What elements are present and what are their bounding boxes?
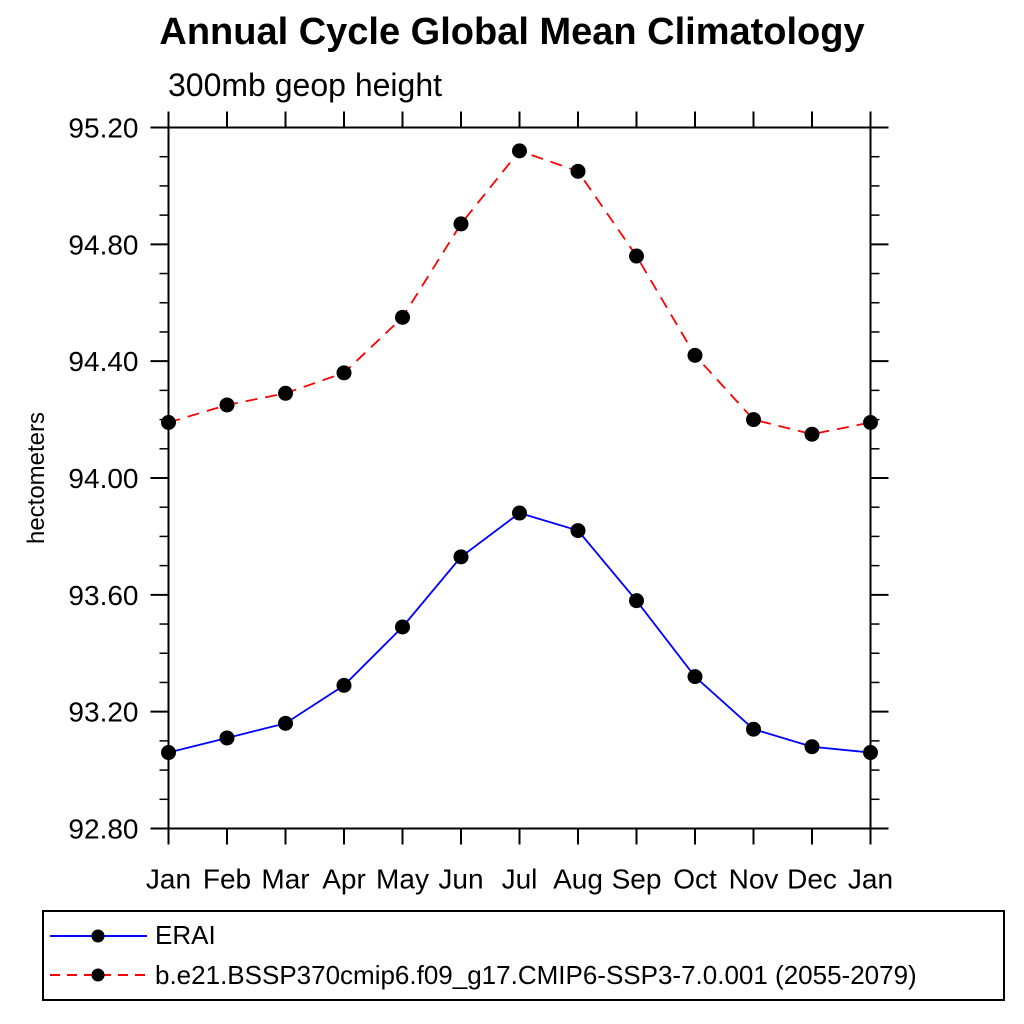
x-tick-label: Nov	[729, 864, 779, 895]
x-tick-label: Oct	[673, 864, 717, 895]
data-point-model-nov	[746, 412, 761, 428]
y-tick-label: 94.80	[68, 229, 138, 260]
data-point-model-jan	[161, 415, 176, 431]
legend-label-model: b.e21.BSSP370cmip6.f09_g17.CMIP6-SSP3-7.…	[155, 959, 917, 990]
data-point-model-aug	[570, 163, 586, 179]
legend-label-erai: ERAI	[155, 920, 216, 951]
legend-item-model: b.e21.BSSP370cmip6.f09_g17.CMIP6-SSP3-7.…	[44, 957, 1003, 993]
data-point-erai-jan	[863, 745, 878, 761]
y-tick-label: 92.80	[68, 814, 138, 845]
data-point-model-may	[395, 309, 410, 325]
data-point-model-jan	[863, 415, 878, 431]
series-line-model	[168, 149, 871, 436]
y-tick-label: 93.20	[68, 697, 138, 728]
data-point-erai-aug	[570, 523, 586, 539]
x-tick-label: Jul	[502, 864, 538, 895]
y-tick-label: 94.40	[68, 346, 138, 377]
series-line-erai	[168, 512, 871, 754]
legend: ERAI b.e21.BSSP370cmip6.f09_g17.CMIP6-SS…	[42, 910, 1005, 1001]
data-point-model-feb	[219, 397, 235, 413]
y-tick-label: 95.20	[68, 113, 138, 144]
x-tick-label: Feb	[203, 864, 251, 895]
data-point-erai-nov	[746, 721, 761, 737]
data-point-erai-dec	[804, 739, 820, 755]
x-tick-label: Jan	[146, 864, 191, 895]
data-point-model-oct	[687, 347, 703, 363]
x-tick-label: Dec	[787, 864, 837, 895]
chart-title: Annual Cycle Global Mean Climatology	[159, 11, 865, 53]
x-tick-label: Aug	[553, 864, 603, 895]
plot-frame	[167, 126, 872, 830]
x-tick-label: Mar	[261, 864, 309, 895]
x-tick-label: Jan	[848, 864, 893, 895]
data-point-model-apr	[336, 365, 352, 381]
x-tick-label: Sep	[612, 864, 662, 895]
chart-subtitle: 300mb geop height	[168, 67, 442, 103]
data-point-erai-mar	[278, 715, 293, 731]
x-axis: Jan Feb Mar Apr May Jun Jul Aug Sep Oct Nov Dec Jan	[146, 111, 893, 895]
data-point-model-sep	[629, 248, 644, 264]
data-point-model-dec	[804, 426, 820, 442]
data-point-model-mar	[278, 385, 293, 401]
legend-line-sample-model	[50, 968, 147, 982]
data-point-erai-feb	[219, 730, 235, 746]
y-tick-label: 93.60	[68, 580, 138, 611]
data-point-erai-sep	[629, 593, 644, 609]
y-axis: 92.80 93.20 93.60 94.00 94.40 94.80 95.20	[68, 113, 889, 845]
data-point-erai-jun	[453, 549, 469, 565]
legend-marker	[91, 968, 105, 982]
y-tick-label: 94.00	[68, 463, 138, 494]
data-point-erai-jul	[512, 505, 527, 521]
data-point-erai-may	[395, 619, 410, 635]
data-point-erai-apr	[336, 677, 352, 693]
legend-marker	[91, 929, 105, 943]
x-tick-label: Jun	[438, 864, 483, 895]
x-tick-label: Apr	[322, 864, 366, 895]
x-tick-label: May	[376, 864, 429, 895]
data-point-model-jul	[512, 143, 527, 159]
data-point-model-jun	[453, 216, 469, 232]
legend-line-sample-erai	[50, 929, 147, 943]
data-point-erai-oct	[687, 669, 703, 685]
data-point-erai-jan	[161, 745, 176, 761]
legend-item-erai: ERAI	[44, 918, 1003, 954]
